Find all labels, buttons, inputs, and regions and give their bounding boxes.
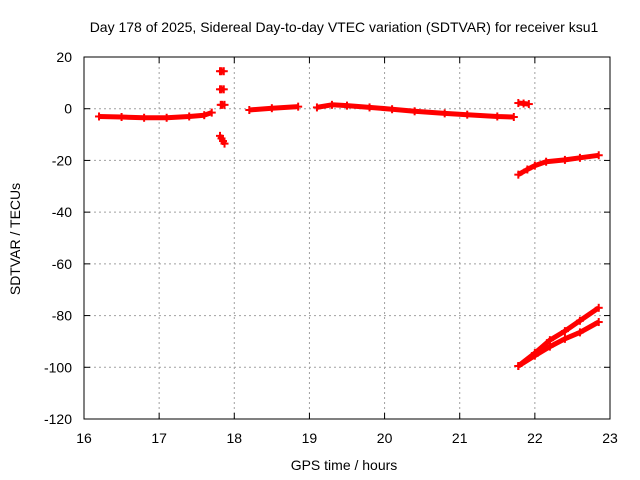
x-tick-labels: 16 17 18 19 20 21 22 23: [76, 430, 618, 446]
data-point: [162, 113, 171, 122]
data-point: [560, 155, 569, 164]
y-tick-label: -20: [52, 152, 72, 168]
data-point: [509, 112, 518, 121]
y-tick-label: 0: [64, 101, 72, 117]
y-tick-labels: 20 0 -20 -40 -60 -80 -100 -120: [44, 49, 72, 427]
data-point: [294, 102, 303, 111]
x-tick-label: 22: [527, 430, 543, 446]
y-tick-label: -40: [52, 204, 72, 220]
y-tick-label: -60: [52, 256, 72, 272]
data-point: [140, 113, 149, 122]
data-point: [514, 170, 523, 179]
x-tick-label: 16: [76, 430, 92, 446]
plot-frame: [83, 56, 611, 420]
data-point: [542, 157, 551, 166]
data-point: [523, 165, 532, 174]
data-point: [575, 316, 584, 325]
x-tick-label: 21: [452, 430, 468, 446]
data-point: [524, 100, 533, 109]
data-point: [219, 85, 228, 94]
y-tick-label: -100: [44, 359, 72, 375]
data-point: [410, 107, 419, 116]
x-tick-label: 19: [302, 430, 318, 446]
data-point: [594, 318, 603, 327]
grid-lines: [84, 57, 610, 419]
data-point: [514, 361, 523, 370]
x-tick-label: 18: [226, 430, 242, 446]
data-point: [365, 103, 374, 112]
data-point: [245, 106, 254, 115]
data-point: [575, 328, 584, 337]
data-point: [220, 139, 229, 148]
x-axis-title: GPS time / hours: [291, 457, 398, 473]
x-tick-label: 20: [377, 430, 393, 446]
data-series: [95, 67, 603, 370]
data-point: [200, 111, 209, 120]
data-point: [493, 112, 502, 121]
chart-title: Day 178 of 2025, Sidereal Day-to-day VTE…: [90, 19, 599, 35]
x-tick-label: 23: [602, 430, 618, 446]
data-point: [560, 327, 569, 336]
data-point: [545, 342, 554, 351]
data-point: [594, 303, 603, 312]
data-point: [530, 161, 539, 170]
x-tick-label: 17: [151, 430, 167, 446]
series-line: [316, 102, 514, 120]
y-tick-label: -120: [44, 411, 72, 427]
axis-ticks: [83, 56, 611, 420]
data-point: [594, 151, 603, 160]
data-point: [463, 110, 472, 119]
data-point: [207, 108, 216, 117]
data-point: [388, 105, 397, 114]
data-point: [440, 109, 449, 118]
data-point: [560, 334, 569, 343]
data-point: [312, 103, 321, 112]
data-point: [219, 67, 228, 76]
data-point: [267, 104, 276, 113]
data-point: [530, 351, 539, 360]
y-tick-label: 20: [56, 49, 72, 65]
y-tick-label: -80: [52, 308, 72, 324]
series-line: [516, 319, 600, 369]
y-axis-title: SDTVAR / TECUs: [7, 183, 23, 295]
data-point: [343, 101, 351, 110]
data-point: [185, 112, 194, 121]
data-point: [327, 100, 336, 109]
data-point: [95, 112, 104, 121]
data-point: [575, 153, 584, 162]
data-point: [117, 112, 126, 121]
data-point: [220, 100, 229, 109]
